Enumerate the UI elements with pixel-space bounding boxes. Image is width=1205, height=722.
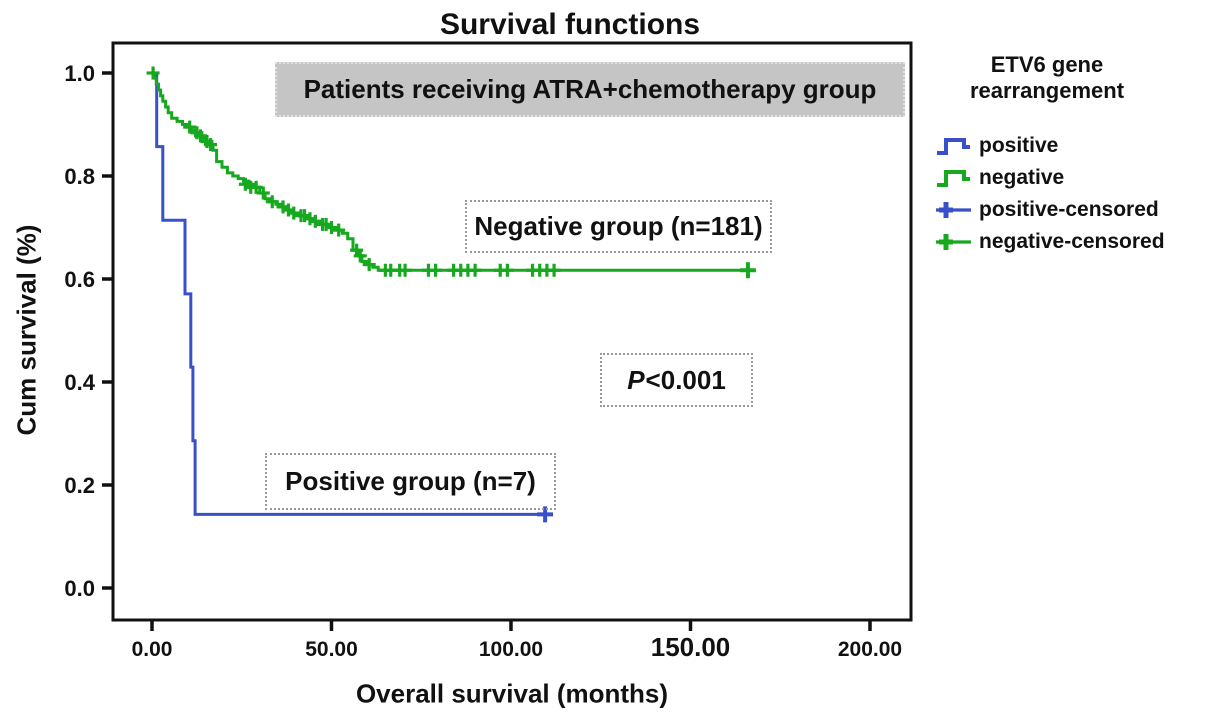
x-tick-label: 100.00 — [479, 638, 543, 661]
legend-item-negative-censored: negative-censored — [928, 226, 1200, 258]
y-tick-label: 1.0 — [64, 61, 95, 86]
legend-items: positive negative positive-censored negativ… — [928, 130, 1200, 258]
y-tick-label: 0.2 — [64, 473, 95, 498]
y-axis-label: Cum survival (%) — [11, 224, 42, 436]
curve-positive — [152, 71, 546, 516]
legend: ETV6 gene rearrangement positive negative… — [928, 52, 1200, 258]
legend-item-positive: positive — [928, 130, 1200, 162]
plot-frame — [111, 41, 913, 622]
x-tick-label: 150.00 — [651, 632, 731, 662]
y-tick-label: 0.0 — [64, 576, 95, 601]
legend-title: ETV6 gene rearrangement — [928, 52, 1166, 104]
legend-item-label: negative — [979, 166, 1065, 189]
x-tick-label: 0.00 — [132, 638, 173, 661]
y-tick-label: 0.4 — [64, 370, 95, 395]
chart-title: Survival functions — [439, 8, 701, 41]
legend-item-label: positive-censored — [979, 198, 1159, 221]
censor-plus-icon — [936, 234, 971, 250]
legend-item-negative: negative — [928, 162, 1200, 194]
x-tick-label: 50.00 — [305, 638, 358, 661]
pvalue-prefix: P — [627, 364, 645, 395]
y-tick-label: 0.8 — [64, 164, 95, 189]
treatment-group-banner: Patients receiving ATRA+chemotherapy gro… — [275, 62, 905, 117]
positive-group-annotation: Positive group (n=7) — [265, 453, 556, 510]
pvalue-rest: <0.001 — [645, 364, 726, 395]
step-line-icon — [937, 138, 970, 155]
step-line-icon — [937, 170, 970, 187]
pvalue-annotation: P <0.001 — [600, 353, 753, 407]
legend-item-positive-censored: positive-censored — [928, 194, 1200, 226]
legend-item-label: negative-censored — [979, 230, 1165, 253]
legend-title-line1: ETV6 gene — [990, 52, 1104, 77]
x-tick-label: 200.00 — [838, 638, 902, 661]
x-axis-label: Overall survival (months) — [355, 678, 669, 709]
censor-plus-icon — [936, 202, 971, 218]
legend-title-line2: rearrangement — [969, 78, 1125, 103]
negative-group-annotation: Negative group (n=181) — [465, 200, 772, 253]
y-tick-label: 0.6 — [64, 267, 95, 292]
legend-item-label: positive — [979, 134, 1059, 157]
